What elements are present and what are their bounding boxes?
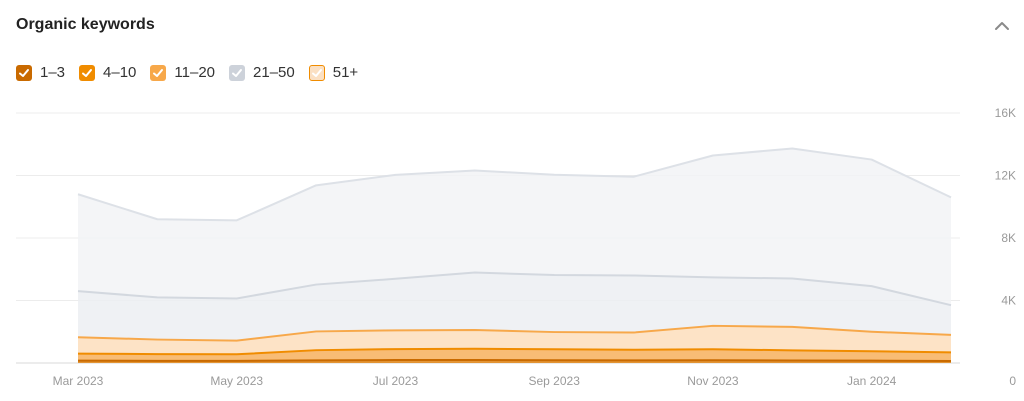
legend-item-1-3[interactable]: 1–3 <box>16 64 65 81</box>
checkbox-icon[interactable] <box>308 64 325 81</box>
chart-legend: 1–3 4–10 11–20 21–50 51+ <box>16 64 358 81</box>
y-tick-label: 8K <box>1001 231 1016 245</box>
checkbox-icon[interactable] <box>79 64 96 81</box>
legend-label: 21–50 <box>253 64 295 81</box>
x-tick-label: May 2023 <box>210 374 263 388</box>
legend-item-11-20[interactable]: 11–20 <box>150 64 215 81</box>
checkbox-icon[interactable] <box>16 64 32 81</box>
panel-title: Organic keywords <box>16 16 155 33</box>
x-tick-label: Jul 2023 <box>373 374 419 388</box>
x-tick-label: Jan 2024 <box>847 374 897 388</box>
legend-label: 1–3 <box>40 64 66 81</box>
legend-item-51-plus[interactable]: 51+ <box>308 64 359 81</box>
legend-label: 11–20 <box>174 64 216 81</box>
legend-label: 4–10 <box>103 64 137 81</box>
y-tick-label: 4K <box>1001 294 1016 308</box>
legend-label: 51+ <box>332 64 359 81</box>
chevron-up-icon[interactable] <box>992 16 1012 36</box>
series-line <box>77 359 952 362</box>
y-tick-label: 16K <box>995 106 1016 120</box>
legend-item-21-50[interactable]: 21–50 <box>229 64 295 81</box>
series-line <box>77 147 952 222</box>
series-area <box>78 325 951 355</box>
series-area <box>78 148 951 306</box>
checkbox-icon[interactable] <box>229 64 246 81</box>
series-area <box>78 272 951 341</box>
series-line <box>77 347 952 356</box>
series-line <box>77 324 952 342</box>
series-line <box>77 271 952 307</box>
y-tick-label: 12K <box>995 169 1016 183</box>
x-tick-label: Mar 2023 <box>53 374 104 388</box>
y-tick-label: 0 <box>1009 374 1016 388</box>
x-tick-label: Sep 2023 <box>528 374 580 388</box>
checkbox-icon[interactable] <box>150 64 167 81</box>
legend-item-4-10[interactable]: 4–10 <box>79 64 136 81</box>
x-tick-label: Nov 2023 <box>687 374 739 388</box>
area-chart: 0 4K 8K 12K 16K Mar 2023 May 2023 Jul 2023 Sep … <box>16 106 1016 388</box>
